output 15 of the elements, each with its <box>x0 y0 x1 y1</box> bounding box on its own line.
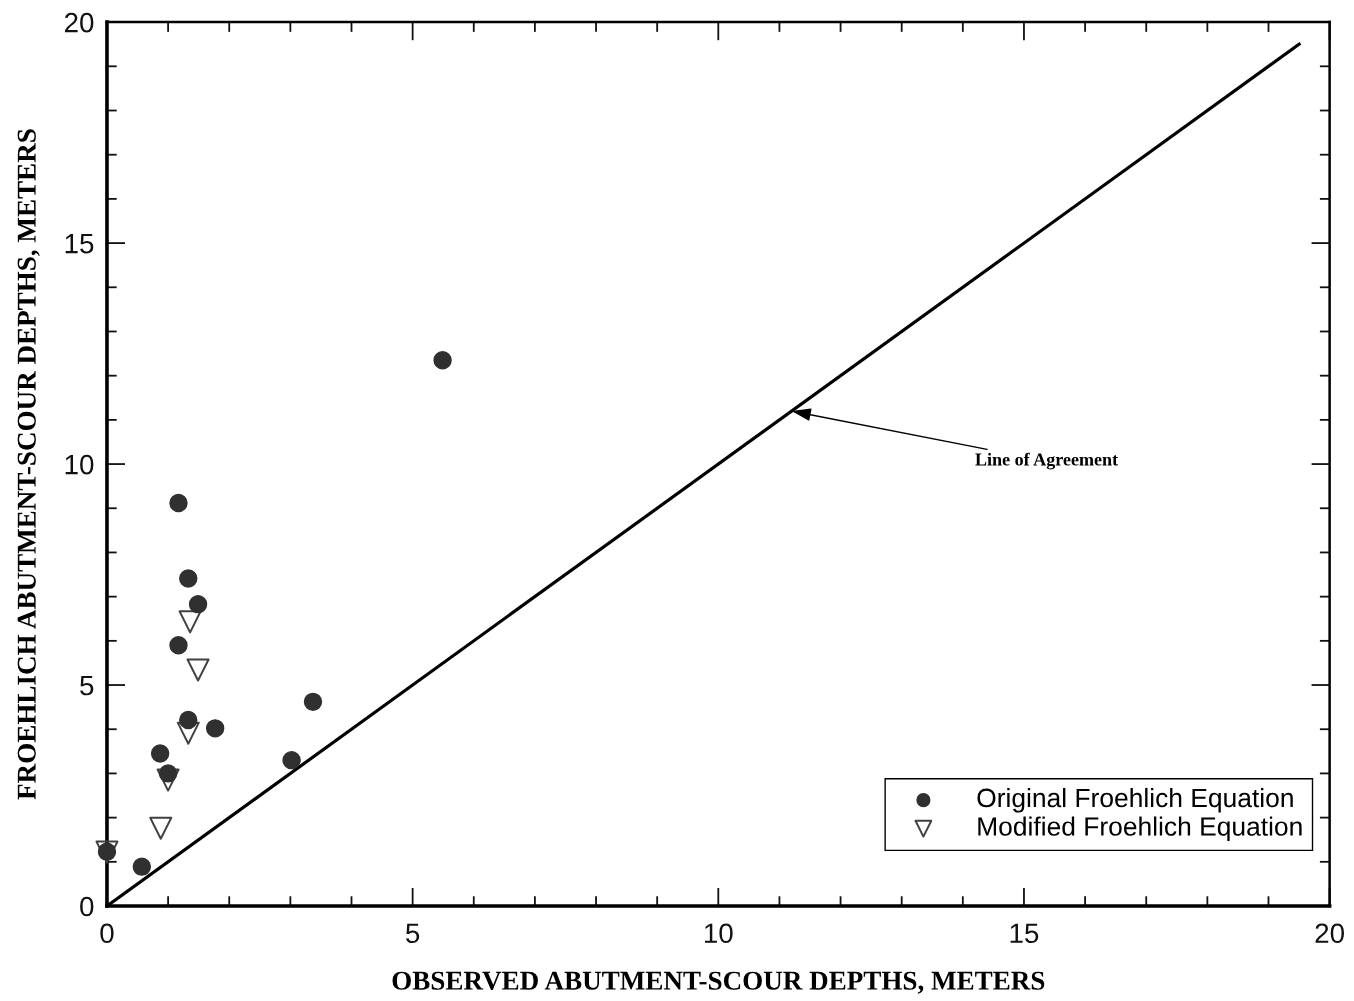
x-axis-title: OBSERVED ABUTMENT-SCOUR DEPTHS, METERS <box>392 971 1045 994</box>
legend-label: Modified Froehlich Equation <box>978 816 1302 842</box>
y-tick-label: 10 <box>65 454 94 475</box>
x-tick-label: 20 <box>1315 923 1344 944</box>
y-tick-label: 20 <box>64 12 94 33</box>
legend-label: Original Froehlich Equation <box>977 787 1293 813</box>
annotation: Line of Agreement <box>975 452 1118 470</box>
y-axis-title: FROEHLICH ABUTMENT-SCOUR DEPTHS, METERS <box>17 129 40 800</box>
x-tick-label: 5 <box>406 923 420 944</box>
y-tick-label: 0 <box>80 896 94 917</box>
x-tick-label: 10 <box>704 923 733 944</box>
y-tick-label: 15 <box>65 234 94 254</box>
x-tick-label: 0 <box>100 923 114 944</box>
y-tick-label: 5 <box>80 675 94 696</box>
x-tick-label: 15 <box>1010 923 1039 944</box>
